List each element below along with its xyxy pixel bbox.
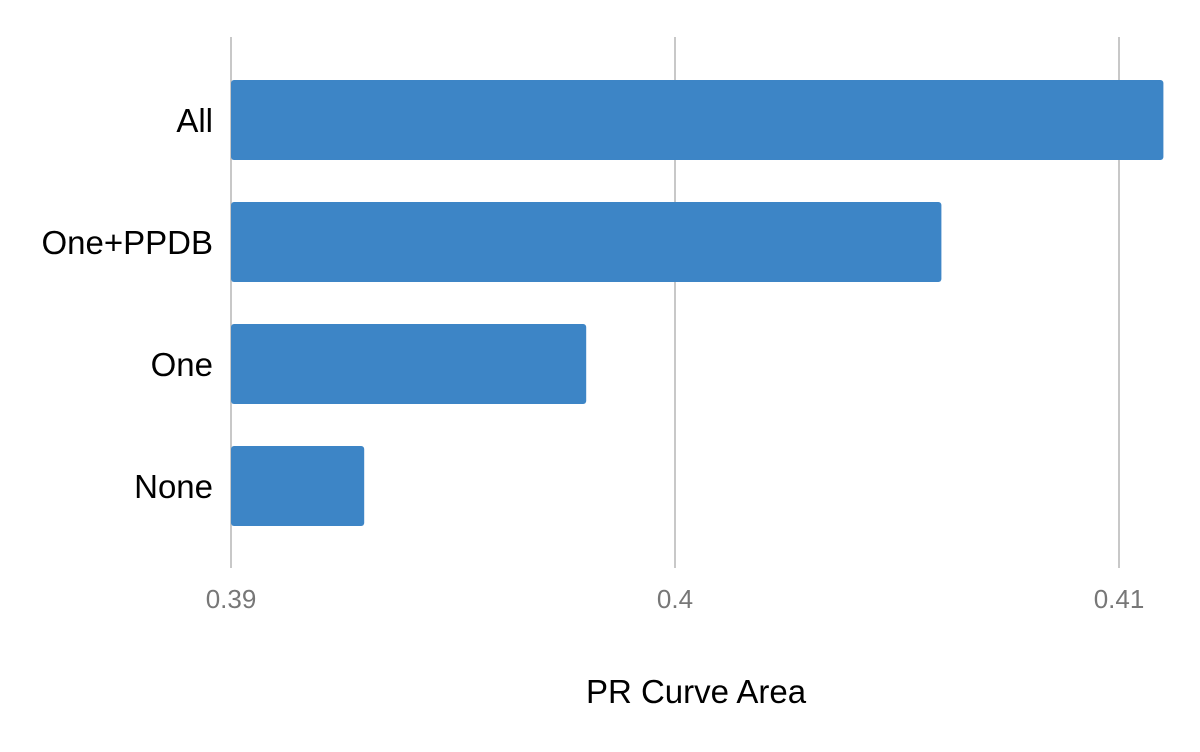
- x-axis-title: PR Curve Area: [586, 673, 807, 710]
- category-label: None: [134, 468, 213, 505]
- bars: [231, 80, 1164, 526]
- x-tick-label: 0.4: [657, 584, 693, 614]
- x-tick-label: 0.41: [1094, 584, 1145, 614]
- x-tick-label: 0.39: [206, 584, 257, 614]
- x-tick-labels: 0.39 0.4 0.41: [206, 584, 1145, 614]
- category-label: One: [151, 346, 213, 383]
- category-label: One+PPDB: [41, 224, 213, 261]
- bar: [231, 324, 587, 404]
- bar: [231, 446, 365, 526]
- category-labels: All One+PPDB One None: [41, 102, 213, 505]
- bar: [231, 80, 1164, 160]
- category-label: All: [176, 102, 213, 139]
- bar: [231, 202, 942, 282]
